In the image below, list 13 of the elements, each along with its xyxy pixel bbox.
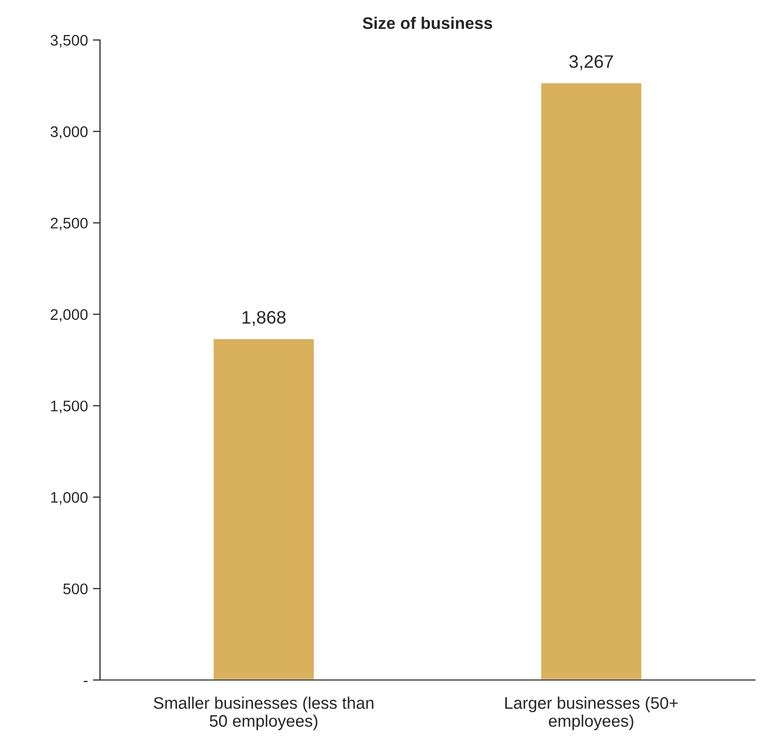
chart-title: Size of business (362, 16, 492, 30)
y-tick-label: 3,000 (50, 126, 88, 139)
y-tick-label: 1,500 (51, 400, 88, 414)
y-tick-label: - (84, 680, 88, 682)
y-tick-label: 2,000 (50, 309, 88, 322)
y-tick-label: 1,000 (51, 492, 88, 505)
y-tick-label: 3,500 (50, 34, 88, 48)
y-tick-label: 2,500 (50, 218, 88, 230)
data-label: 3,267 (569, 55, 613, 70)
data-label: 1,868 (242, 310, 286, 326)
x-tick-label: Larger businesses (50+ employees) (505, 696, 678, 730)
x-tick-label: Smaller businesses (less than 50 employees) (154, 696, 374, 730)
y-tick-label: 500 (63, 583, 88, 594)
